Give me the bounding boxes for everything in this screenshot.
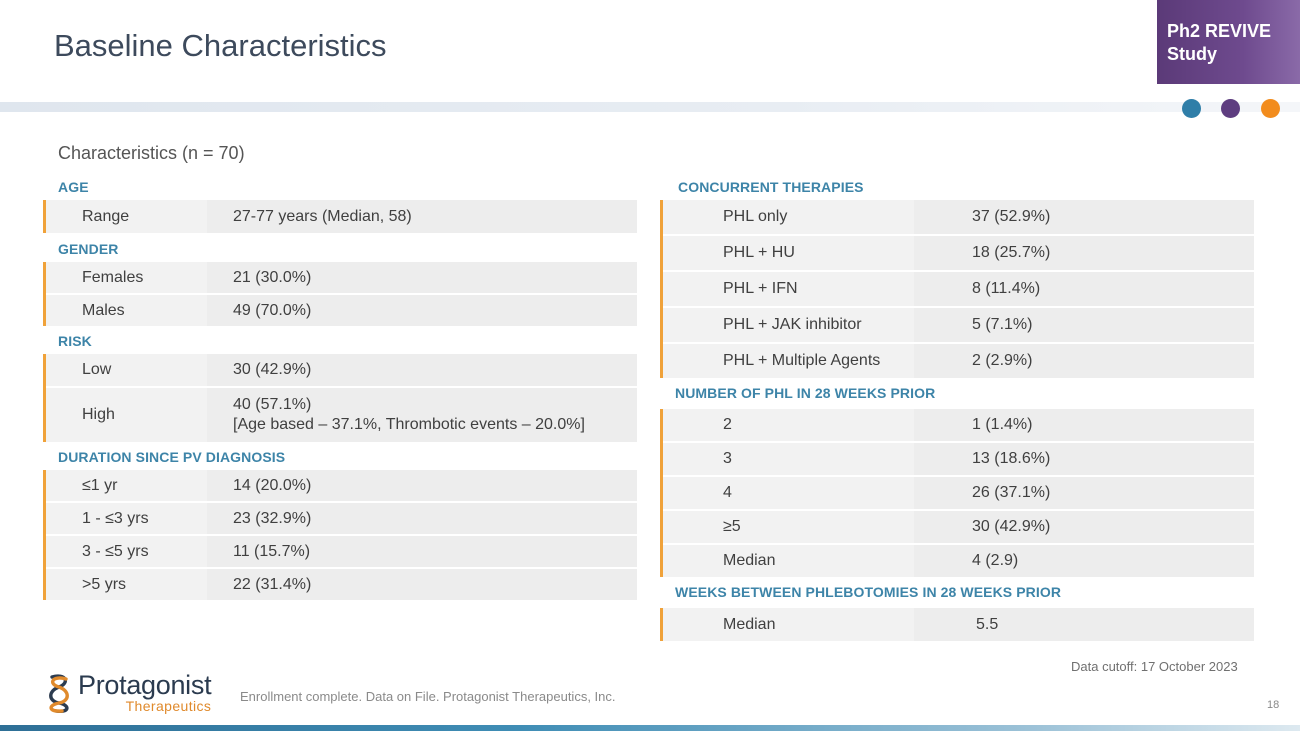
row-value: 11 (15.7%): [207, 536, 637, 567]
row-value: 22 (31.4%): [207, 569, 637, 600]
table-row: 3 13 (18.6%): [663, 443, 1254, 475]
orange-dot-icon: [1261, 99, 1280, 118]
row-value: 8 (11.4%): [914, 272, 1254, 306]
row-value: 18 (25.7%): [914, 236, 1254, 270]
duration-group: ≤1 yr 14 (20.0%) 1 - ≤3 yrs 23 (32.9%) 3…: [43, 470, 637, 600]
row-label: Low: [82, 361, 112, 378]
section-heading-duration: DURATION SINCE PV DIAGNOSIS: [58, 449, 286, 465]
table-row: Median 5.5: [663, 608, 1254, 641]
section-heading-gender: GENDER: [58, 241, 119, 257]
row-value: 2 (2.9%): [914, 344, 1254, 378]
row-value: 37 (52.9%): [914, 200, 1254, 234]
row-label: Females: [82, 268, 144, 286]
table-row: >5 yrs 22 (31.4%): [46, 569, 637, 600]
section-heading-phl-prior: NUMBER OF PHL IN 28 WEEKS PRIOR: [675, 385, 936, 401]
table-row: Low 30 (42.9%): [46, 354, 637, 386]
age-group: Range 27-77 years (Median, 58): [43, 200, 637, 233]
row-label: 3: [723, 450, 732, 467]
right-table: CONCURRENT THERAPIES PHL only 37 (52.9%)…: [660, 174, 1254, 643]
concurrent-group: PHL only 37 (52.9%) PHL + HU 18 (25.7%) …: [660, 200, 1254, 378]
table-row: PHL + JAK inhibitor 5 (7.1%): [663, 308, 1254, 342]
table-row: 2 1 (1.4%): [663, 409, 1254, 441]
study-badge-line2: Study: [1167, 44, 1218, 64]
row-label: Range: [82, 207, 130, 225]
section-heading-weeks-between: WEEKS BETWEEN PHLEBOTOMIES IN 28 WEEKS P…: [675, 584, 1062, 600]
company-logo: Protagonist Therapeutics: [44, 670, 212, 714]
row-value: 40 (57.1%) [Age based – 37.1%, Thromboti…: [207, 388, 637, 442]
logo-subtitle: Therapeutics: [125, 698, 212, 714]
row-value: 30 (42.9%): [914, 511, 1254, 543]
table-row: 1 - ≤3 yrs 23 (32.9%): [46, 503, 637, 534]
left-table: AGE Range 27-77 years (Median, 58) GENDE…: [43, 174, 637, 602]
row-label: Median: [723, 552, 776, 569]
weeks-between-group: Median 5.5: [660, 608, 1254, 641]
row-label: >5 yrs: [82, 575, 127, 593]
row-value: 5 (7.1%): [914, 308, 1254, 342]
row-value: 49 (70.0%): [207, 295, 637, 326]
row-value: 30 (42.9%): [207, 354, 637, 386]
table-row: Median 4 (2.9): [663, 545, 1254, 577]
row-label: PHL only: [723, 208, 788, 225]
row-value: 4 (2.9): [914, 545, 1254, 577]
table-row: PHL only 37 (52.9%): [663, 200, 1254, 234]
row-label: PHL + Multiple Agents: [723, 352, 881, 369]
row-value: 5.5: [914, 608, 1254, 641]
section-heading-concurrent: CONCURRENT THERAPIES: [678, 179, 864, 195]
row-label: PHL + IFN: [723, 280, 798, 297]
gender-group: Females 21 (30.0%) Males 49 (70.0%): [43, 262, 637, 326]
row-label: ≤1 yr: [82, 476, 118, 494]
row-label: ≥5: [723, 518, 741, 535]
table-row: 4 26 (37.1%): [663, 477, 1254, 509]
table-row: PHL + IFN 8 (11.4%): [663, 272, 1254, 306]
section-heading-age: AGE: [58, 179, 89, 195]
table-row: ≥5 30 (42.9%): [663, 511, 1254, 543]
blue-dot-icon: [1182, 99, 1201, 118]
row-label: High: [82, 406, 115, 423]
risk-group: Low 30 (42.9%) High 40 (57.1%) [Age base…: [43, 354, 637, 442]
table-row: 3 - ≤5 yrs 11 (15.7%): [46, 536, 637, 567]
row-label: Males: [82, 301, 125, 319]
row-value: 13 (18.6%): [914, 443, 1254, 475]
row-label: 1 - ≤3 yrs: [82, 509, 149, 527]
footer-bar: [0, 725, 1300, 731]
header-divider: [0, 102, 1300, 112]
row-label: 2: [723, 416, 732, 433]
table-row: PHL + Multiple Agents 2 (2.9%): [663, 344, 1254, 378]
row-value: 14 (20.0%): [207, 470, 637, 501]
table-row: ≤1 yr 14 (20.0%): [46, 470, 637, 501]
table-row: Range 27-77 years (Median, 58): [46, 200, 637, 233]
page-title: Baseline Characteristics: [54, 28, 387, 63]
row-label: 4: [723, 484, 732, 501]
row-label: Median: [723, 615, 776, 633]
row-label: PHL + JAK inhibitor: [723, 316, 862, 333]
section-heading-risk: RISK: [58, 333, 92, 349]
row-value: 23 (32.9%): [207, 503, 637, 534]
protagonist-logo-icon: [49, 674, 69, 713]
purple-dot-icon: [1221, 99, 1240, 118]
row-value: 26 (37.1%): [914, 477, 1254, 509]
phl-prior-group: 2 1 (1.4%) 3 13 (18.6%) 4 26 (37.1%) ≥5 …: [660, 409, 1254, 577]
page-number: 18: [1267, 699, 1280, 711]
row-label: 3 - ≤5 yrs: [82, 542, 149, 560]
row-value: 1 (1.4%): [914, 409, 1254, 441]
table-row: High 40 (57.1%) [Age based – 37.1%, Thro…: [46, 388, 637, 442]
footnote: Enrollment complete. Data on File. Prota…: [240, 689, 616, 704]
table-row: Males 49 (70.0%): [46, 295, 637, 326]
table-row: Females 21 (30.0%): [46, 262, 637, 293]
study-badge-line1: Ph2 REVIVE: [1167, 21, 1272, 41]
table-row: PHL + HU 18 (25.7%): [663, 236, 1254, 270]
row-label: PHL + HU: [723, 244, 795, 261]
study-badge: Ph2 REVIVE Study: [1157, 0, 1300, 84]
logo-name: Protagonist: [78, 670, 212, 700]
row-value: 21 (30.0%): [207, 262, 637, 293]
row-value: 27-77 years (Median, 58): [207, 200, 637, 233]
data-cutoff-note: Data cutoff: 17 October 2023: [1071, 659, 1238, 674]
table-subtitle: Characteristics (n = 70): [58, 143, 245, 163]
